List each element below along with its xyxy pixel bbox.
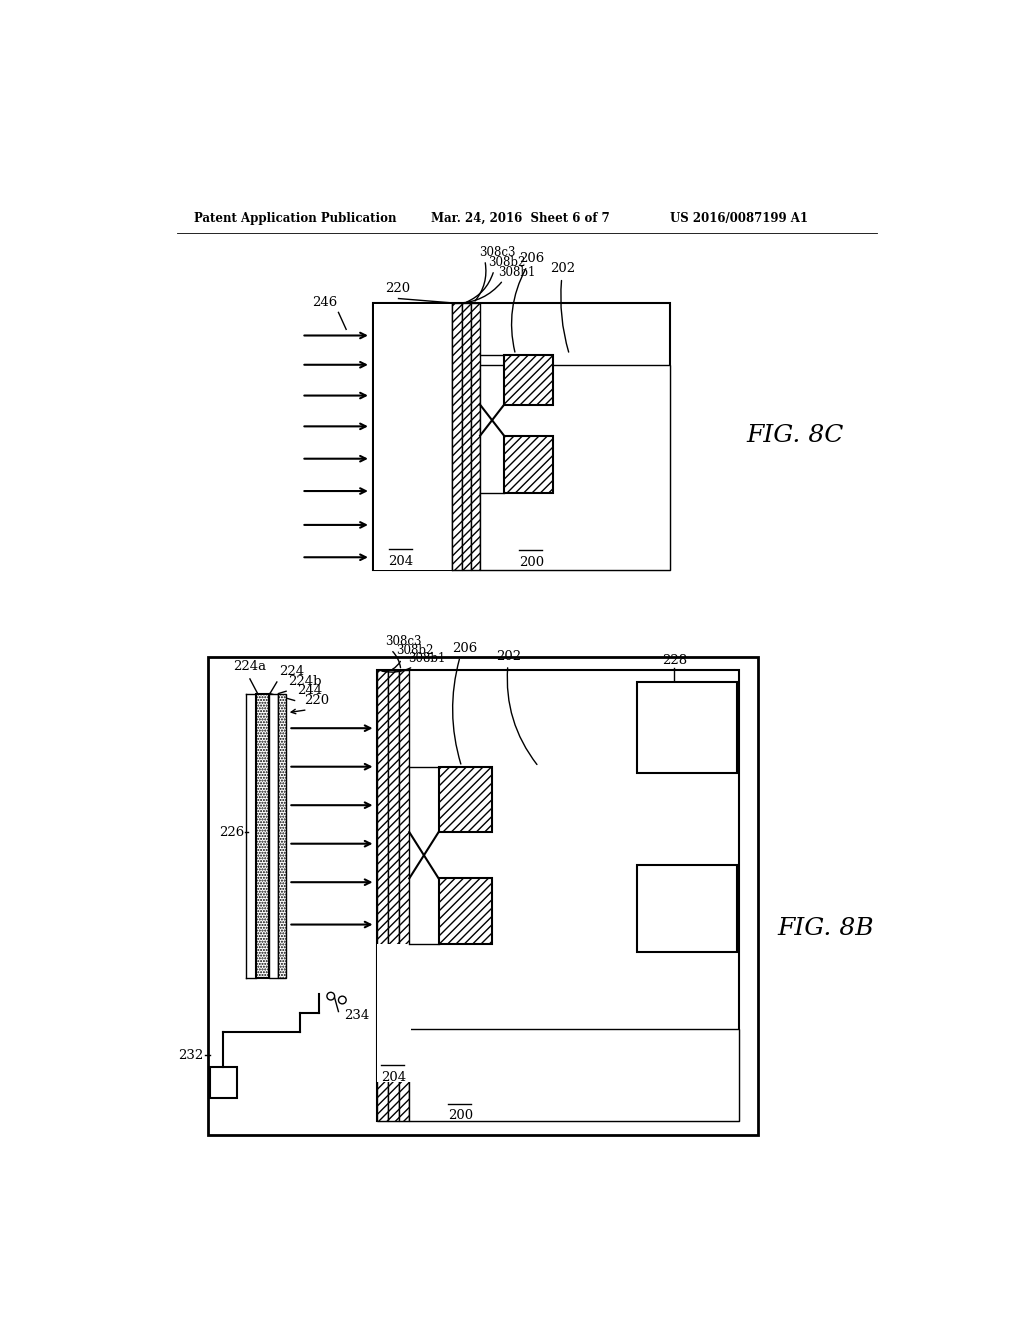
Bar: [480, 364, 670, 570]
Text: 224a: 224a: [233, 660, 266, 673]
Text: 226: 226: [219, 825, 245, 838]
Text: 202: 202: [550, 263, 575, 276]
Text: 200: 200: [518, 557, 544, 569]
Bar: [374, 304, 453, 570]
Text: 308b2: 308b2: [488, 256, 526, 268]
Bar: [373, 304, 670, 570]
Text: 224: 224: [280, 665, 304, 678]
Bar: [388, 671, 398, 1121]
Bar: [256, 693, 269, 978]
Bar: [208, 657, 758, 1135]
Bar: [398, 671, 410, 1121]
Text: 204: 204: [388, 554, 414, 568]
Text: FIG. 8C: FIG. 8C: [746, 424, 844, 447]
Bar: [637, 682, 737, 774]
Bar: [377, 671, 739, 1121]
Bar: [210, 1067, 237, 1098]
Text: 244: 244: [297, 684, 322, 697]
Text: 224b: 224b: [289, 675, 322, 688]
Text: 228: 228: [662, 653, 687, 667]
Text: 308b2: 308b2: [396, 644, 433, 657]
Text: 206: 206: [519, 252, 545, 264]
Text: 308b1: 308b1: [498, 265, 536, 279]
Bar: [471, 304, 480, 570]
Bar: [279, 693, 286, 978]
Text: 308c3: 308c3: [479, 246, 516, 259]
Bar: [410, 1028, 739, 1121]
Bar: [377, 944, 411, 1082]
Bar: [637, 866, 737, 952]
Bar: [504, 436, 553, 494]
Text: 234: 234: [345, 1010, 370, 1022]
Text: 206: 206: [453, 642, 477, 655]
Bar: [438, 878, 493, 944]
Bar: [377, 671, 388, 1121]
Text: 246: 246: [311, 296, 337, 309]
Text: 308c3: 308c3: [385, 635, 421, 648]
Text: 308b1: 308b1: [408, 652, 445, 665]
Bar: [453, 304, 462, 570]
Text: Mar. 24, 2016  Sheet 6 of 7: Mar. 24, 2016 Sheet 6 of 7: [431, 213, 609, 224]
Text: 232: 232: [178, 1049, 204, 1063]
Text: 202: 202: [497, 649, 521, 663]
Text: FIG. 8B: FIG. 8B: [777, 917, 874, 940]
Bar: [462, 304, 471, 570]
Text: Patent Application Publication: Patent Application Publication: [195, 213, 397, 224]
Bar: [504, 355, 553, 405]
Text: US 2016/0087199 A1: US 2016/0087199 A1: [670, 213, 808, 224]
Text: 200: 200: [447, 1109, 473, 1122]
Text: 220: 220: [385, 282, 410, 296]
Text: 220: 220: [304, 693, 330, 706]
Text: 204: 204: [381, 1071, 406, 1084]
Bar: [438, 767, 493, 832]
Bar: [269, 693, 279, 978]
